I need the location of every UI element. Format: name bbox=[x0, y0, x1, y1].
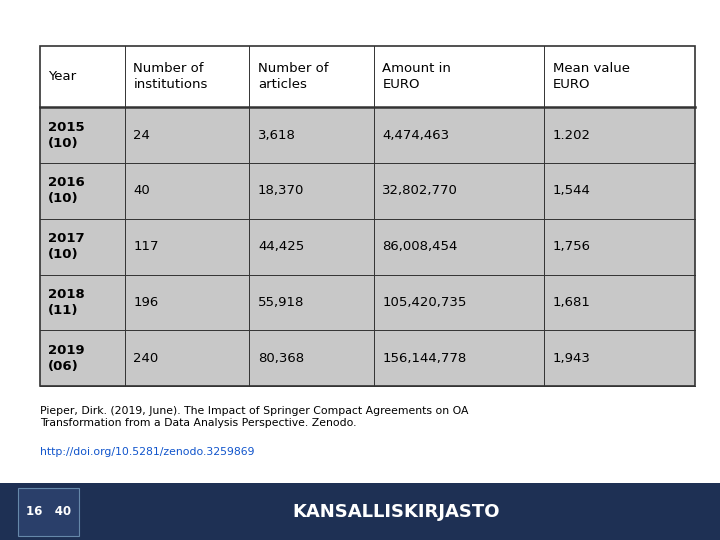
Text: 1,756: 1,756 bbox=[553, 240, 590, 253]
Bar bbox=[249, 330, 374, 386]
Bar bbox=[249, 163, 374, 219]
Bar bbox=[374, 330, 544, 386]
Text: Pieper, Dirk. (2019, June). The Impact of Springer Compact Agreements on OA
Tran: Pieper, Dirk. (2019, June). The Impact o… bbox=[40, 406, 468, 428]
Bar bbox=[544, 330, 695, 386]
Text: 1,544: 1,544 bbox=[553, 184, 590, 197]
Bar bbox=[374, 107, 544, 163]
Text: 40: 40 bbox=[133, 184, 150, 197]
Text: 1,943: 1,943 bbox=[553, 352, 590, 365]
Text: 24: 24 bbox=[133, 129, 150, 141]
Bar bbox=[374, 46, 544, 107]
Text: Number of
institutions: Number of institutions bbox=[133, 62, 208, 91]
Bar bbox=[125, 163, 249, 219]
Text: 32,802,770: 32,802,770 bbox=[382, 184, 458, 197]
Text: Mean value
EURO: Mean value EURO bbox=[553, 62, 630, 91]
Bar bbox=[249, 46, 374, 107]
Bar bbox=[544, 46, 695, 107]
Bar bbox=[40, 46, 125, 107]
Bar bbox=[125, 330, 249, 386]
Text: 1.202: 1.202 bbox=[553, 129, 590, 141]
Text: Number of
articles: Number of articles bbox=[258, 62, 328, 91]
Text: 2019
(06): 2019 (06) bbox=[48, 343, 85, 373]
Bar bbox=[125, 107, 249, 163]
Text: 4,474,463: 4,474,463 bbox=[382, 129, 449, 141]
Bar bbox=[40, 107, 125, 163]
Bar bbox=[40, 46, 695, 386]
Text: 117: 117 bbox=[133, 240, 159, 253]
Bar bbox=[125, 219, 249, 274]
Bar bbox=[40, 219, 125, 274]
Text: 156,144,778: 156,144,778 bbox=[382, 352, 467, 365]
Text: 240: 240 bbox=[133, 352, 158, 365]
Text: 80,368: 80,368 bbox=[258, 352, 304, 365]
Text: Year: Year bbox=[48, 70, 76, 83]
Bar bbox=[544, 274, 695, 330]
Bar bbox=[125, 46, 249, 107]
Bar bbox=[125, 274, 249, 330]
Text: 3,618: 3,618 bbox=[258, 129, 296, 141]
Text: Amount in
EURO: Amount in EURO bbox=[382, 62, 451, 91]
Bar bbox=[544, 107, 695, 163]
Text: 2016
(10): 2016 (10) bbox=[48, 177, 85, 205]
Bar bbox=[0, 483, 720, 540]
Bar bbox=[18, 488, 79, 536]
Bar bbox=[374, 219, 544, 274]
Text: 44,425: 44,425 bbox=[258, 240, 304, 253]
Bar bbox=[40, 274, 125, 330]
Bar bbox=[544, 163, 695, 219]
Text: http://doi.org/10.5281/zenodo.3259869: http://doi.org/10.5281/zenodo.3259869 bbox=[40, 447, 254, 457]
Text: 196: 196 bbox=[133, 296, 158, 309]
Text: KANSALLISKIRJASTO: KANSALLISKIRJASTO bbox=[292, 503, 500, 521]
Bar bbox=[249, 107, 374, 163]
Bar bbox=[249, 219, 374, 274]
Bar bbox=[40, 163, 125, 219]
Text: 18,370: 18,370 bbox=[258, 184, 305, 197]
Bar bbox=[40, 330, 125, 386]
Bar bbox=[374, 163, 544, 219]
Text: 2017
(10): 2017 (10) bbox=[48, 232, 85, 261]
Bar bbox=[249, 274, 374, 330]
Text: 2015
(10): 2015 (10) bbox=[48, 120, 85, 150]
Text: 16   40: 16 40 bbox=[27, 505, 71, 518]
Bar bbox=[374, 274, 544, 330]
Text: 105,420,735: 105,420,735 bbox=[382, 296, 467, 309]
Text: 1,681: 1,681 bbox=[553, 296, 590, 309]
Text: 86,008,454: 86,008,454 bbox=[382, 240, 458, 253]
Text: 2018
(11): 2018 (11) bbox=[48, 288, 85, 317]
Text: 55,918: 55,918 bbox=[258, 296, 305, 309]
Bar bbox=[544, 219, 695, 274]
